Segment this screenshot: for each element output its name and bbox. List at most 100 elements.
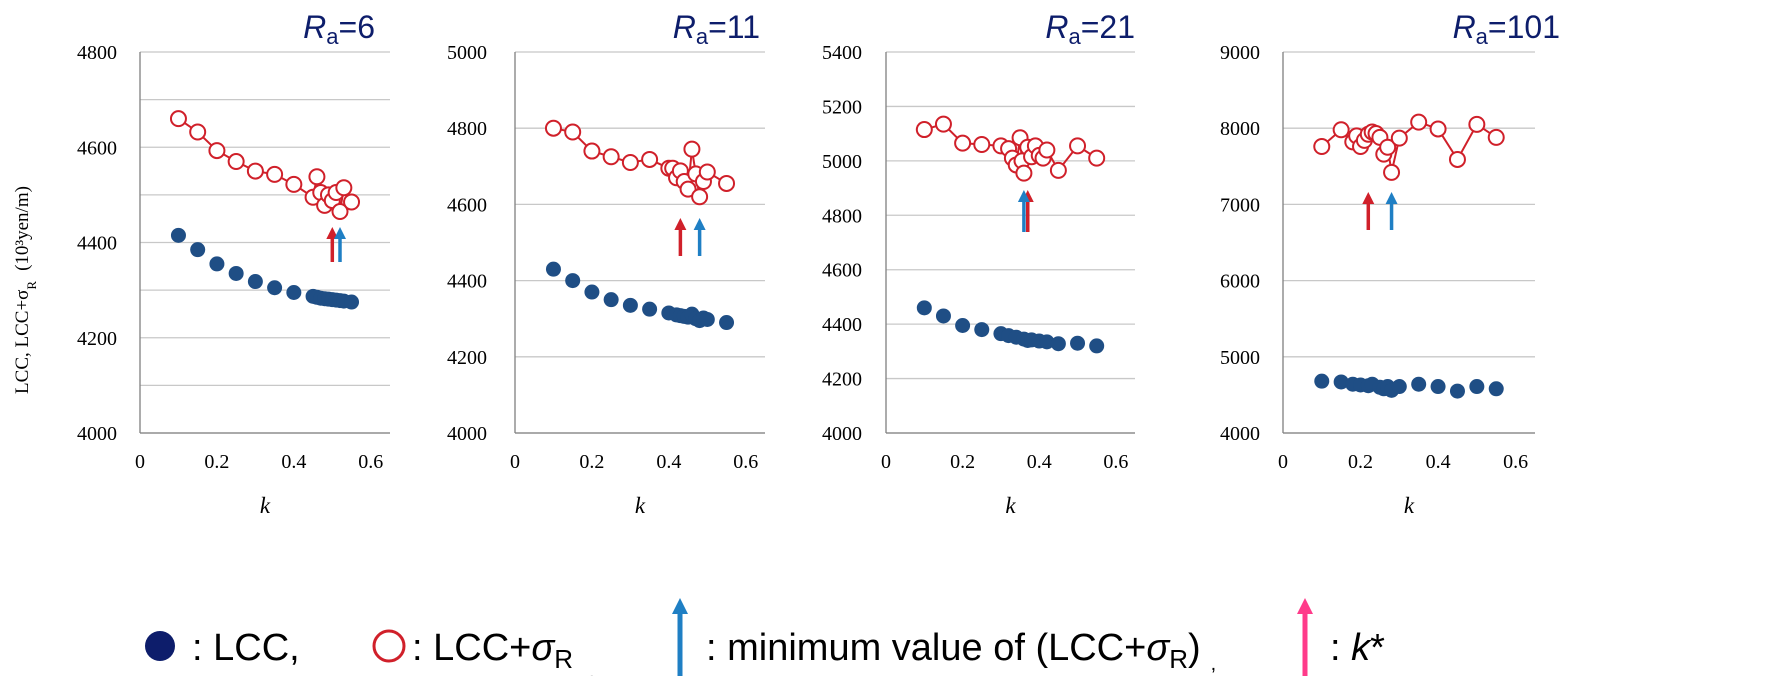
y-tick-label: 5000 <box>1220 347 1260 369</box>
chart-panel-1: 4000 4200 4400 4600 4800 0 0.2 0.4 0.6 k Ra=6 <box>77 9 390 518</box>
y-tick-label: 4000 <box>447 423 487 445</box>
point-lcc <box>916 300 932 316</box>
x-tick-label: 0.6 <box>358 451 383 473</box>
y-tick-label: 9000 <box>1220 42 1260 64</box>
x-tick-label: 0.2 <box>204 451 229 473</box>
point-lcc <box>1050 336 1066 352</box>
svg-text:LCC, LCC+σR(10³yen/m): LCC, LCC+σR(10³yen/m) <box>12 186 39 394</box>
point-lcc <box>584 284 600 300</box>
point-lcc-sigma <box>691 188 709 206</box>
point-lcc <box>719 315 735 331</box>
point-lcc-sigma <box>544 119 562 137</box>
point-lcc-sigma <box>1069 137 1087 155</box>
point-lcc-sigma <box>1429 120 1447 138</box>
legend-lcc-label: : LCC, <box>192 627 300 669</box>
y-tick-label: 4200 <box>447 347 487 369</box>
legend-lcc-marker <box>145 631 175 661</box>
y-tick-label: 4400 <box>77 233 117 255</box>
point-lcc-sigma <box>641 150 659 168</box>
point-lcc-sigma <box>1410 113 1428 131</box>
point-lcc-sigma <box>1390 129 1408 147</box>
point-lcc <box>1430 379 1446 395</box>
point-lcc-sigma <box>583 142 601 160</box>
point-lcc <box>1089 338 1105 354</box>
y-tick-label: 4400 <box>447 271 487 293</box>
point-lcc-sigma <box>973 136 991 154</box>
y-tick-label: 4000 <box>822 423 862 445</box>
point-lcc <box>344 294 360 310</box>
legend-lcc-sigma-label: : LCC+σR, <box>412 627 595 676</box>
point-lcc <box>1314 373 1330 389</box>
point-lcc-sigma <box>718 174 736 192</box>
point-lcc <box>622 297 638 313</box>
point-lcc-sigma <box>1383 163 1401 181</box>
min-value-arrow <box>1017 190 1030 232</box>
x-tick-label: 0.2 <box>1348 451 1373 473</box>
point-lcc-sigma <box>698 163 716 181</box>
point-lcc-sigma <box>285 175 303 193</box>
point-lcc-sigma <box>1332 121 1350 139</box>
point-lcc <box>1070 335 1086 351</box>
legend-kstar-label: : k* <box>1330 627 1385 669</box>
x-axis-label: k <box>1404 493 1415 518</box>
point-lcc-sigma <box>169 110 187 128</box>
point-lcc-sigma <box>331 203 349 221</box>
min-value-arrow <box>334 227 346 262</box>
point-lcc-sigma <box>934 115 952 133</box>
point-lcc <box>190 242 206 258</box>
y-tick-label: 4800 <box>447 118 487 140</box>
point-lcc-sigma <box>1313 137 1331 155</box>
point-lcc-sigma <box>1088 149 1106 167</box>
point-lcc <box>974 322 990 338</box>
kstar-arrow <box>674 218 687 256</box>
point-lcc <box>286 285 302 301</box>
point-lcc-sigma <box>621 153 639 171</box>
point-lcc <box>545 261 561 277</box>
chart-panel-2: 4000 4200 4400 4600 4800 5000 0 0.2 0.4 0.6 k Ra=11 <box>447 9 765 518</box>
point-lcc-sigma <box>343 193 361 211</box>
point-lcc-sigma <box>1038 141 1056 159</box>
y-tick-label: 4600 <box>447 194 487 216</box>
y-tick-label: 5000 <box>822 151 862 173</box>
y-tick-label: 4200 <box>822 369 862 391</box>
y-tick-label: 4800 <box>77 42 117 64</box>
point-lcc-sigma <box>246 162 264 180</box>
point-lcc-sigma <box>189 123 207 141</box>
x-tick-label: 0.2 <box>950 451 975 473</box>
point-lcc <box>565 273 581 289</box>
chart-panel-4: 4000 5000 6000 7000 8000 9000 0 0.2 0.4 0.6 k Ra=10… <box>1220 9 1560 518</box>
y-tick-label: 4600 <box>822 260 862 282</box>
x-tick-label: 0.4 <box>1426 451 1451 473</box>
point-lcc-sigma <box>602 148 620 166</box>
y-axis-label: LCC, LCC+σR(10³yen/m) <box>12 186 39 394</box>
min-value-arrow <box>1385 192 1398 230</box>
y-tick-label: 4000 <box>77 423 117 445</box>
point-lcc-sigma <box>1468 115 1486 133</box>
point-lcc <box>1039 334 1055 350</box>
y-tick-label: 4800 <box>822 205 862 227</box>
y-tick-label: 8000 <box>1220 118 1260 140</box>
point-lcc <box>699 311 715 327</box>
x-axis-label: k <box>635 493 646 518</box>
y-tick-label: 4600 <box>77 137 117 159</box>
point-lcc <box>642 301 658 317</box>
y-tick-label: 4000 <box>1220 423 1260 445</box>
point-lcc <box>1333 374 1349 390</box>
point-lcc-sigma <box>208 142 226 160</box>
legend-kstar-arrow <box>1297 598 1313 676</box>
point-lcc-sigma <box>335 179 353 197</box>
min-value-arrow <box>693 218 706 256</box>
point-lcc-sigma <box>915 121 933 139</box>
x-axis-label: k <box>1005 493 1016 518</box>
point-lcc <box>1469 379 1485 395</box>
point-lcc-sigma <box>679 180 697 198</box>
x-tick-label: 0.4 <box>1027 451 1052 473</box>
y-tick-label: 4400 <box>822 314 862 336</box>
y-tick-label: 6000 <box>1220 271 1260 293</box>
point-lcc <box>1488 381 1504 397</box>
point-lcc-sigma <box>227 153 245 171</box>
x-tick-label: 0 <box>510 451 520 473</box>
point-lcc <box>247 274 263 290</box>
legend-min-label: : minimum value of (LCC+σR), <box>706 627 1216 675</box>
